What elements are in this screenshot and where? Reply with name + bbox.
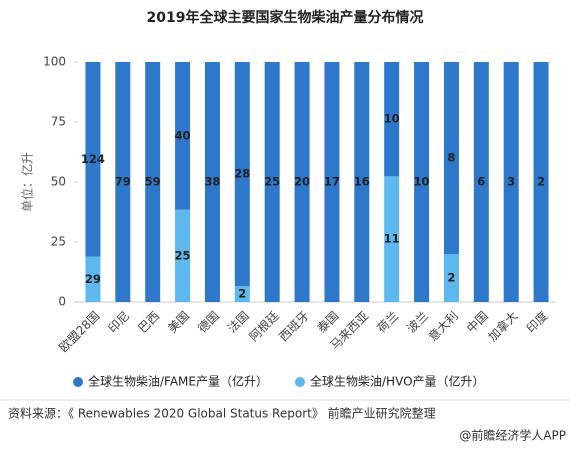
data-label: 3 (507, 175, 515, 189)
data-label: 29 (85, 272, 101, 286)
data-label: 40 (175, 128, 191, 142)
data-label: 2 (537, 175, 545, 189)
data-label: 17 (324, 175, 340, 189)
bar-segment (384, 62, 400, 177)
data-label: 25 (175, 248, 191, 262)
y-tick-label: 100 (43, 55, 66, 69)
x-tick-label: 西班牙 (276, 309, 311, 344)
legend-swatch (295, 377, 305, 387)
x-tick-label: 阿根廷 (246, 309, 281, 344)
x-tick-label: 巴西 (135, 309, 162, 336)
data-label: 124 (81, 152, 105, 166)
data-label: 28 (234, 167, 250, 181)
data-label: 11 (384, 232, 400, 246)
x-tick-label: 印度 (523, 308, 551, 336)
x-tick-label: 印尼 (106, 309, 133, 336)
data-label: 2 (447, 271, 455, 285)
bar-segment (204, 62, 220, 302)
bar-segment (234, 286, 250, 302)
data-label: 38 (204, 175, 220, 189)
data-label: 6 (477, 175, 485, 189)
data-label: 10 (384, 112, 400, 126)
bar-segment (443, 62, 459, 254)
data-label: 10 (414, 175, 430, 189)
x-tick-label: 加拿大 (485, 308, 521, 344)
x-tick-label: 意大利 (425, 308, 461, 344)
bar-segment (145, 62, 161, 302)
bar-segment (384, 176, 400, 302)
bar-segment (354, 62, 370, 302)
source: 资料来源：《 Renewables 2020 Global Status Rep… (8, 406, 436, 421)
bar-segment (443, 254, 459, 302)
bar-segment (324, 62, 340, 302)
legend-label: 全球生物柴油/HVO产量（亿升） (310, 374, 485, 389)
x-tick-label: 荷兰 (374, 309, 401, 336)
x-tick-label: 美国 (165, 309, 192, 336)
bar-segment (85, 62, 101, 257)
data-label: 79 (115, 175, 131, 189)
bar-segment (533, 62, 549, 302)
x-tick-label: 德国 (194, 308, 222, 336)
legend-label: 全球生物柴油/FAME产量（亿升） (88, 374, 268, 389)
bar-segment (234, 62, 250, 286)
legend-swatch (73, 377, 83, 387)
bar-segment (503, 62, 519, 302)
x-tick-label: 欧盟28国 (56, 309, 102, 355)
data-label: 20 (294, 175, 310, 189)
chart-title: 2019年全球主要国家生物柴油产量分布情况 (147, 9, 424, 26)
bar-segment (414, 62, 430, 302)
y-tick-label: 50 (51, 175, 66, 189)
bar-segment (175, 209, 191, 302)
y-tick-label: 75 (51, 115, 66, 129)
data-label: 16 (354, 175, 370, 189)
y-axis-label: 单位：亿升 (20, 152, 35, 212)
footer: @前瞻经济学人APP (459, 428, 566, 443)
y-tick-label: 0 (58, 295, 66, 309)
data-label: 25 (264, 175, 280, 189)
bar-segment (175, 62, 191, 210)
bar-segment (294, 62, 310, 302)
bar-segment (264, 62, 280, 302)
bar-segment (85, 256, 101, 302)
y-tick-label: 25 (51, 235, 66, 249)
data-label: 2 (238, 287, 246, 301)
data-label: 8 (447, 151, 455, 165)
bar-segment (473, 62, 489, 302)
bar-segment (115, 62, 131, 302)
data-label: 59 (145, 175, 161, 189)
